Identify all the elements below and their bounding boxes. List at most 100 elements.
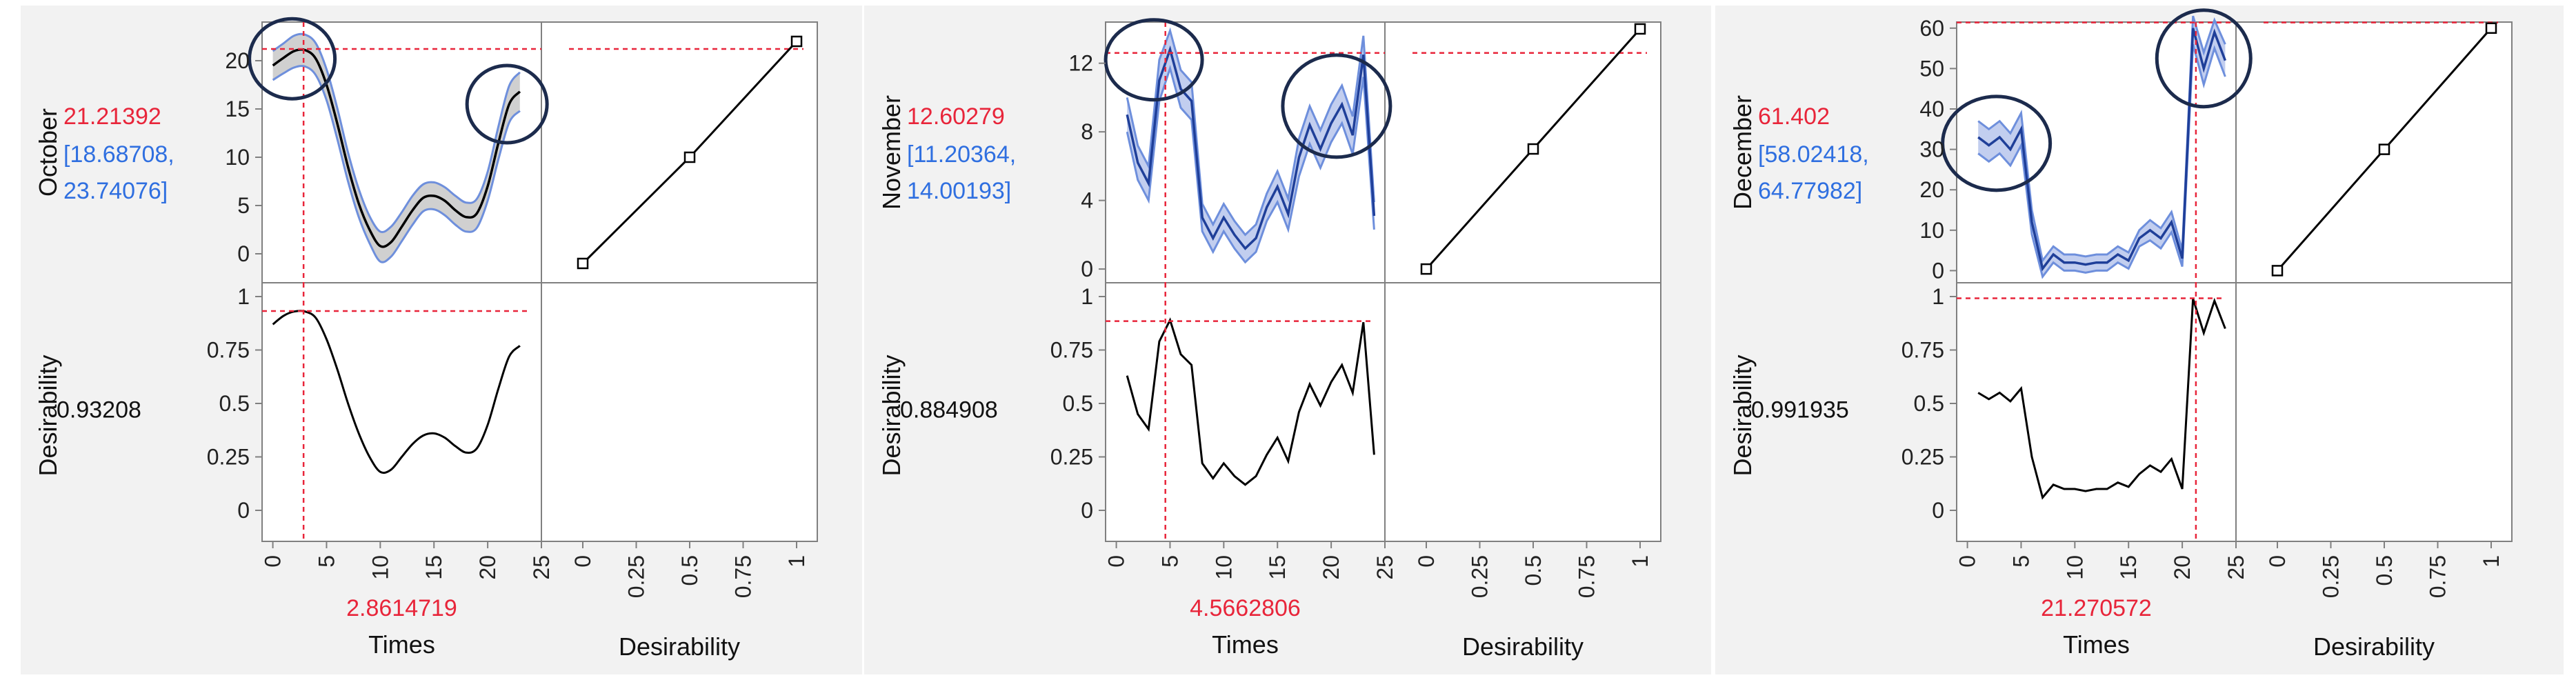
desirability-tick-label: 0 xyxy=(237,498,250,523)
function-tick-label: 0.5 xyxy=(1521,555,1546,586)
desirability-tick-label: 0.5 xyxy=(1914,391,1944,416)
y-tick-label: 0 xyxy=(1932,258,1944,283)
function-axis-label: Desirability xyxy=(2313,632,2435,661)
function-tick-label: 0.75 xyxy=(731,555,756,598)
confidence-interval-low: [58.02418, xyxy=(1758,141,1869,168)
x-tick-label: 5 xyxy=(2008,555,2033,568)
prediction-trace xyxy=(272,48,521,248)
function-tick-label: 0.25 xyxy=(1468,555,1492,598)
desirability-function-frame xyxy=(541,21,818,283)
x-tick-label: 0 xyxy=(261,555,286,568)
confidence-lower-line xyxy=(272,65,521,263)
y-tick-label: 10 xyxy=(1919,218,1944,243)
desirability-handle[interactable] xyxy=(790,35,803,48)
desirability-handle[interactable] xyxy=(2485,22,2497,34)
x-axis-label: Times xyxy=(1212,630,1279,659)
desirability-value: 0.93208 xyxy=(57,397,141,423)
desirability-tick-label: 0.5 xyxy=(219,391,250,416)
x-tick-label: 0 xyxy=(1955,555,1980,568)
desirability-handle[interactable] xyxy=(577,257,589,270)
y-tick-label: 60 xyxy=(1919,16,1944,41)
function-tick-label: 1 xyxy=(784,555,809,568)
highlight-circle xyxy=(1104,18,1204,102)
y-tick-label: 0 xyxy=(1081,257,1093,281)
x-tick-label: 25 xyxy=(529,555,554,580)
highlight-circle xyxy=(1281,53,1392,159)
desirability-handle[interactable] xyxy=(683,151,696,163)
response-label: October xyxy=(34,108,62,197)
x-tick-label: 20 xyxy=(2170,555,2195,580)
prediction-trace xyxy=(1977,28,2227,272)
desirability-tick-label: 0.75 xyxy=(1901,338,1944,363)
desirability-handle[interactable] xyxy=(1634,23,1646,35)
function-tick-label: 0.5 xyxy=(2372,555,2397,586)
y-tick-label: 12 xyxy=(1068,51,1093,76)
empty-corner-frame xyxy=(541,282,818,542)
desirability-tick-label: 1 xyxy=(1081,284,1093,309)
x-tick-label: 15 xyxy=(2116,555,2141,580)
desirability-handle[interactable] xyxy=(2378,143,2390,155)
x-tick-label: 10 xyxy=(2062,555,2087,580)
function-tick-label: 1 xyxy=(1628,555,1653,568)
function-tick-label: 0.25 xyxy=(624,555,649,598)
y-tick-label: 50 xyxy=(1919,56,1944,81)
highlight-circle xyxy=(2155,8,2253,109)
desirability-handle[interactable] xyxy=(1420,263,1432,275)
desirability-handle[interactable] xyxy=(1527,143,1539,155)
x-axis-label: Times xyxy=(2063,630,2130,659)
confidence-upper-line xyxy=(272,32,521,233)
desirability-handle[interactable] xyxy=(2271,265,2284,277)
desirability-tick-label: 0.25 xyxy=(207,445,250,470)
y-tick-label: 8 xyxy=(1081,119,1093,144)
empty-corner-frame xyxy=(2235,282,2513,542)
desirability-trace-frame xyxy=(261,282,542,542)
confidence-band xyxy=(272,34,520,263)
desirability-trace xyxy=(1977,297,2226,500)
prediction-trace xyxy=(1126,45,1376,250)
function-tick-label: 0.75 xyxy=(1575,555,1599,598)
function-tick-label: 0.75 xyxy=(2426,555,2450,598)
function-tick-label: 0 xyxy=(1414,555,1439,568)
y-tick-label: 15 xyxy=(225,97,250,121)
x-tick-label: 20 xyxy=(1319,555,1344,580)
response-label: December xyxy=(1728,95,1757,210)
y-tick-label: 20 xyxy=(225,48,250,73)
function-tick-label: 0 xyxy=(570,555,595,568)
x-tick-label: 15 xyxy=(1265,555,1290,580)
desirability-tick-label: 0.25 xyxy=(1050,445,1093,470)
x-tick-label: 0 xyxy=(1104,555,1129,568)
confidence-interval-high: 23.74076] xyxy=(63,178,168,204)
desirability-axis-label: Desirability xyxy=(877,354,906,476)
confidence-interval-high: 64.77982] xyxy=(1758,178,1862,204)
confidence-interval-low: [18.68708, xyxy=(63,141,174,168)
x-tick-label: 20 xyxy=(475,555,500,580)
predicted-value: 21.21392 xyxy=(63,103,161,130)
factor-current-value: 2.8614719 xyxy=(346,595,457,621)
desirability-tick-label: 0.5 xyxy=(1063,391,1093,416)
highlight-circle xyxy=(1941,94,2053,192)
confidence-interval-low: [11.20364, xyxy=(907,141,1016,168)
function-tick-label: 0.5 xyxy=(677,555,702,586)
y-tick-label: 30 xyxy=(1919,137,1944,162)
desirability-value: 0.991935 xyxy=(1751,397,1849,423)
desirability-tick-label: 1 xyxy=(237,284,250,309)
desirability-tick-label: 0 xyxy=(1081,498,1093,523)
x-tick-label: 10 xyxy=(1211,555,1236,580)
empty-corner-frame xyxy=(1384,282,1661,542)
function-tick-label: 0.25 xyxy=(2319,555,2344,598)
factor-current-value: 4.5662806 xyxy=(1190,595,1301,621)
x-tick-label: 15 xyxy=(421,555,446,580)
desirability-trace xyxy=(272,310,521,474)
desirability-function-frame xyxy=(2235,21,2513,283)
y-tick-label: 4 xyxy=(1081,188,1093,213)
function-axis-label: Desirability xyxy=(1462,632,1584,661)
predicted-value: 61.402 xyxy=(1758,103,1830,130)
desirability-trace-frame xyxy=(1956,282,2237,542)
desirability-trace xyxy=(1126,317,1375,486)
desirability-tick-label: 0.75 xyxy=(207,338,250,363)
x-tick-label: 5 xyxy=(1157,555,1182,568)
